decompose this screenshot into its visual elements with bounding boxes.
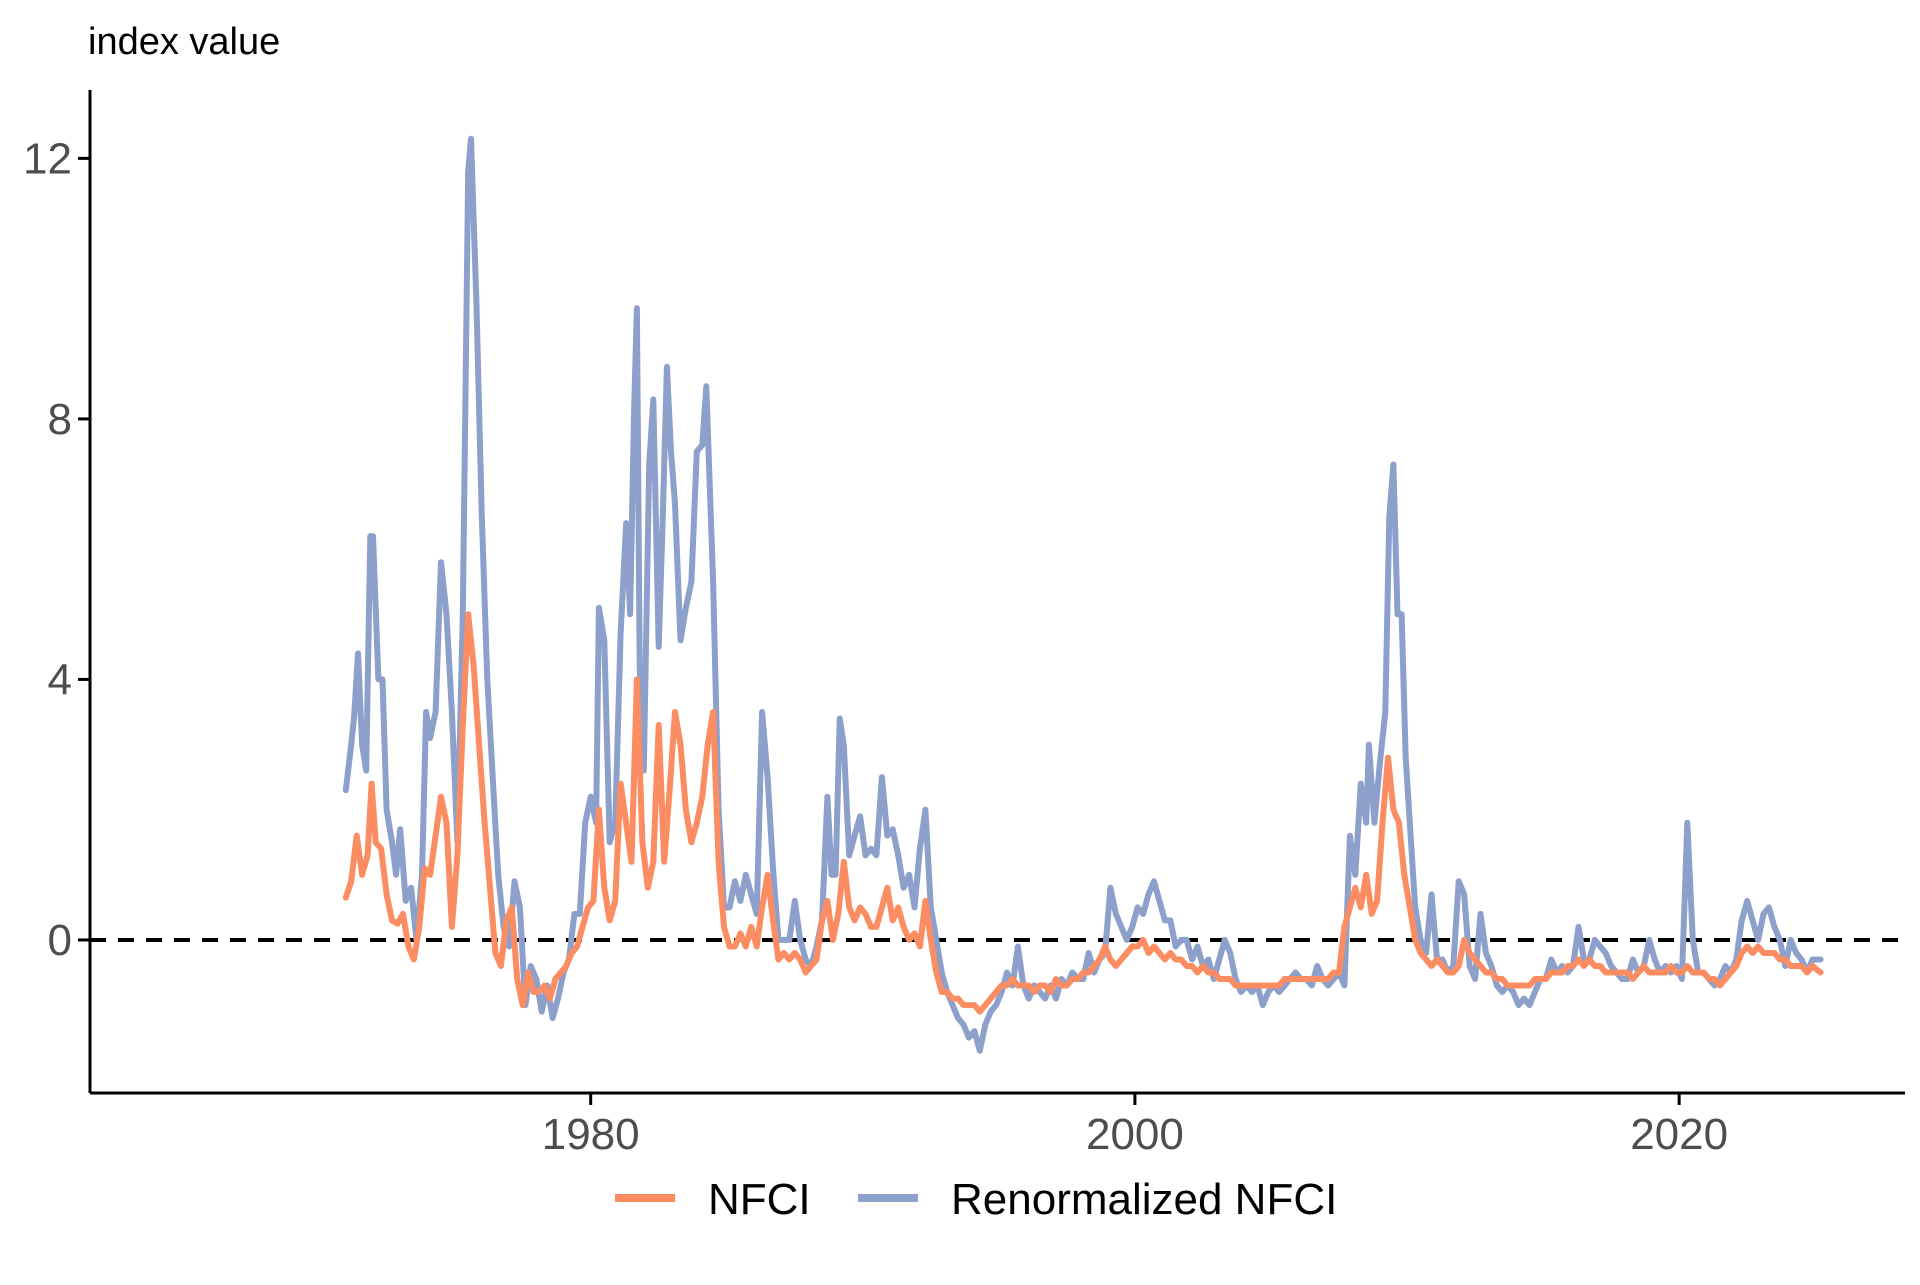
- legend-label-renormalized-nfci: Renormalized NFCI: [951, 1175, 1337, 1224]
- legend: NFCI Renormalized NFCI: [615, 1175, 1337, 1224]
- y-tick-label: 8: [48, 395, 72, 444]
- y-tick-label: 0: [48, 916, 72, 965]
- x-tick-label: 2020: [1630, 1110, 1728, 1159]
- x-tick-label: 2000: [1086, 1110, 1184, 1159]
- axis-layer: 0 4 8 12 1980 2000 2020: [23, 90, 1905, 1159]
- y-axis-title: index value: [88, 21, 280, 63]
- series-line-renormalized-nfci: [342, 135, 1824, 1054]
- legend-label-nfci: NFCI: [708, 1175, 811, 1224]
- series-line-nfci: [342, 611, 1824, 1015]
- y-tick-label: 12: [23, 134, 72, 183]
- y-tick-label: 4: [48, 655, 72, 704]
- series-layer: [342, 135, 1824, 1054]
- x-tick-label: 1980: [542, 1110, 640, 1159]
